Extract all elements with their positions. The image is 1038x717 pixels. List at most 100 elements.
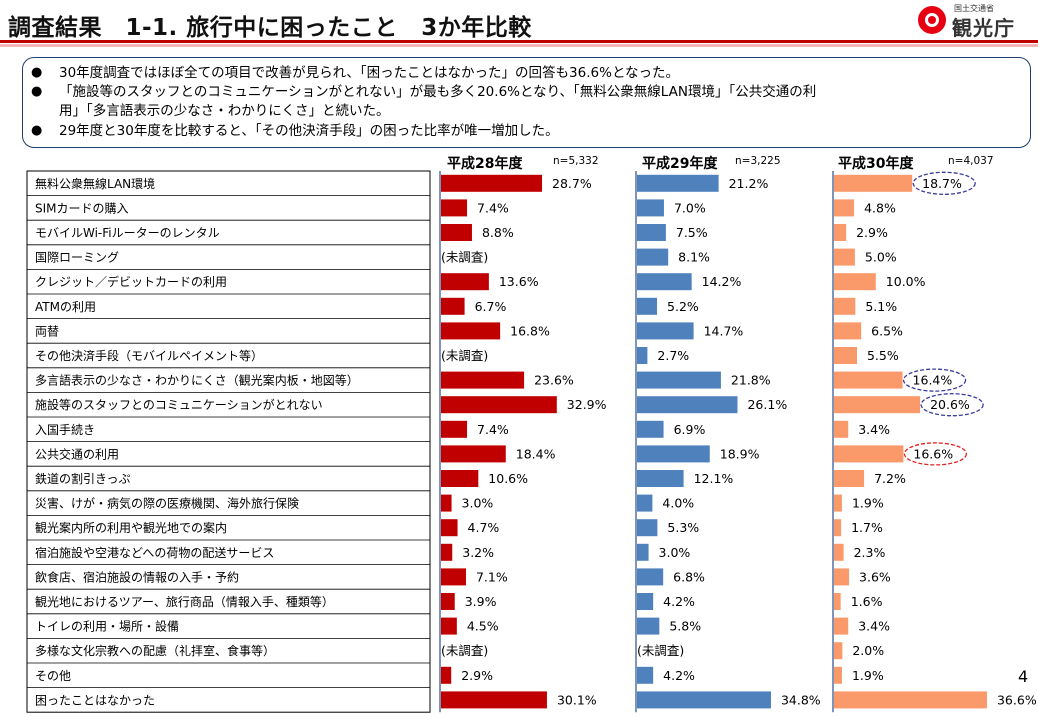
category-label: 観光地におけるツアー、旅行商品（情報入手、種類等） [35,594,334,609]
bar-value-label: 21.2% [729,176,769,191]
category-label: 困ったことはなかった [35,693,155,707]
bar-value-label: 3.4% [858,619,890,634]
bullet-icon: ● [31,123,43,138]
bar-value-label: 14.2% [702,274,742,289]
bar-value-label: 7.4% [477,422,509,437]
highlight-ellipse [902,368,967,392]
category-label: 飲食店、宿泊施設の情報の入手・予約 [35,569,239,584]
bar-value-label: 4.7% [468,520,500,535]
bar [637,519,658,537]
bar [441,420,468,438]
bar-value-label: 18.4% [516,446,556,461]
panel-n-h30: n=4,037 [948,155,994,167]
bar [834,297,856,315]
bar [441,371,525,389]
category-label: 災害、けが・病気の際の医療機関、海外旅行保険 [35,496,299,511]
bar-value-label: 16.8% [510,323,550,338]
bar [834,445,904,463]
panel-n-h29: n=3,225 [735,155,781,167]
bar-value-label: 2.9% [856,225,888,240]
bar [834,199,855,217]
bar [441,666,452,684]
bar [441,199,468,217]
bar-value-label: 2.9% [461,668,493,683]
bar-value-label: 32.9% [567,397,607,412]
bar-value-label: 10.0% [886,274,926,289]
bar [834,248,855,266]
page-number: 4 [1018,667,1029,686]
bar [637,199,664,217]
bar-value-label: 20.6% [930,397,970,412]
bar [441,445,506,463]
bar [441,470,479,487]
bar-value-label: 2.0% [852,643,884,658]
bar [441,396,557,414]
bar [834,396,921,414]
panel-title-h28: 平成28年度 [447,156,523,172]
bar-value-label: 14.7% [704,323,744,338]
bar [637,617,660,635]
category-label: 宿泊施設や空港などへの荷物の配送サービス [35,545,274,560]
bar-value-label: 13.6% [499,274,539,289]
bar-value-label: 3.4% [858,422,890,437]
bar-value-label: 7.0% [674,200,706,215]
not-surveyed-label: (未調査) [637,643,684,658]
bar-value-label: 7.4% [477,200,509,215]
bar [441,322,501,340]
bar-value-label: 18.7% [922,176,962,191]
title-underline-red [0,40,1038,43]
bar [441,568,466,586]
bar-value-label: 4.5% [467,619,499,634]
bar [637,543,649,561]
bullet-icon: ● [31,84,43,99]
agency-logo: 国土交通省 観光庁 [918,2,1038,40]
bar-value-label: 7.2% [874,471,906,486]
highlight-ellipse [903,442,968,466]
bar [834,593,841,610]
bar [637,322,694,340]
highlight-ellipse [920,393,984,417]
not-surveyed-label: (未調査) [441,250,488,265]
bar [637,248,669,266]
not-surveyed-label: (未調査) [441,643,488,658]
bar-value-label: 4.2% [663,668,695,683]
bar [834,617,849,635]
bar-value-label: 10.6% [488,471,528,486]
bar [834,420,849,438]
category-label: 多様な文化宗教への配慮（礼拝室、食事等） [35,643,275,658]
category-label: その他 [35,669,71,683]
bar [834,470,865,487]
bar-value-label: 5.8% [669,619,701,634]
bar [834,322,862,340]
bar-value-label: 5.3% [667,520,699,535]
highlight-ellipse [912,171,976,195]
category-label: 鉄道の割引きっぷ [35,471,131,486]
bar [637,297,658,315]
bar [637,396,738,414]
bar [834,347,857,364]
bar [834,371,903,389]
bar [637,174,719,192]
bar [637,568,664,586]
bar-value-label: 1.6% [851,594,883,609]
bar-value-label: 21.8% [731,373,771,388]
bar [637,347,648,364]
logo-circle-icon [918,6,946,34]
bar [834,224,847,241]
bar [637,691,771,709]
title-underline-pink [0,44,1038,47]
bar [441,593,455,610]
bar [637,593,654,610]
bar-value-label: 23.6% [534,373,574,388]
bar-value-label: 16.4% [913,373,953,388]
page-title: 調査結果 1-1. 旅行中に困ったこと 3か年比較 [8,15,532,41]
bar [441,543,453,561]
bar-value-label: 1.9% [852,668,884,683]
bar-value-label: 6.5% [871,323,903,338]
category-label: 観光案内所の利用や観光地での案内 [35,520,227,535]
summary-box: ● 30年度調査ではほぼ全ての項目で改善が見られ、「困ったことはなかった」の回答… [22,57,1031,148]
category-label: 多言語表示の少なさ・わかりにくさ（観光案内板・地図等） [35,373,359,388]
not-surveyed-label: (未調査) [441,348,488,363]
bar-value-label: 3.0% [659,545,691,560]
